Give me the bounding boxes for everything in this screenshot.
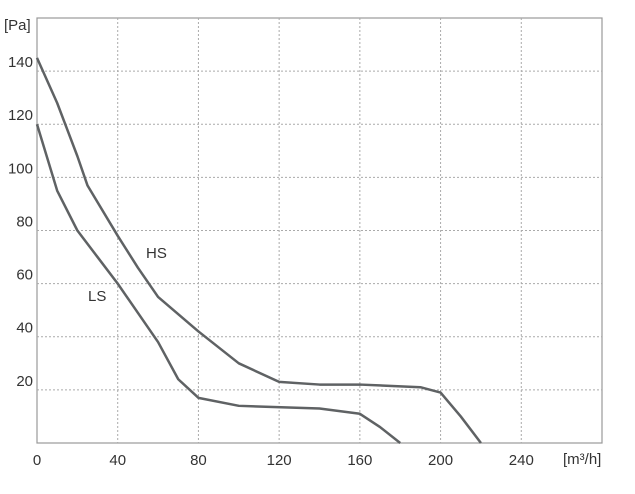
y-tick-label: 100 bbox=[8, 160, 33, 177]
curve-label: HS bbox=[146, 245, 167, 262]
x-tick-label: 80 bbox=[190, 452, 207, 469]
y-tick-label: 60 bbox=[16, 267, 33, 284]
x-axis-label: [m³/h] bbox=[563, 451, 601, 468]
y-tick-label: 80 bbox=[16, 213, 33, 230]
curve bbox=[35, 57, 482, 444]
y-tick-label: 20 bbox=[16, 373, 33, 390]
curve bbox=[35, 123, 401, 444]
curve-label: LS bbox=[88, 288, 106, 305]
x-tick-label: 200 bbox=[428, 452, 453, 469]
y-tick-label: 40 bbox=[16, 320, 33, 337]
x-tick-label: 240 bbox=[509, 452, 534, 469]
x-tick-label: 40 bbox=[109, 452, 126, 469]
x-tick-label: 120 bbox=[267, 452, 292, 469]
y-tick-label: 140 bbox=[8, 54, 33, 71]
y-tick-label: 120 bbox=[8, 107, 33, 124]
x-tick-label: 160 bbox=[347, 452, 372, 469]
x-tick-label: 0 bbox=[33, 452, 41, 469]
y-axis-label: [Pa] bbox=[4, 17, 31, 34]
